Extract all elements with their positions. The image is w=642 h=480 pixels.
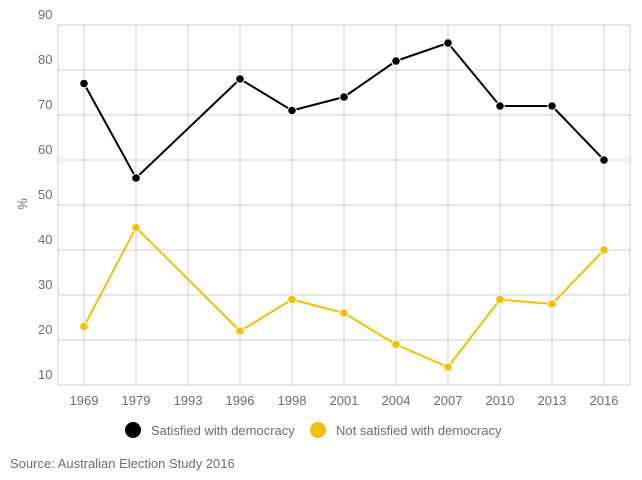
data-point — [443, 362, 453, 372]
y-tick-label: 20 — [38, 322, 52, 337]
x-tick-label: 2013 — [538, 393, 567, 408]
data-point — [287, 294, 297, 305]
x-axis-ticks: 1969 1979 1993 1996 1998 2001 2004 2007 2010 2013… — [70, 393, 619, 408]
x-tick-label: 2001 — [330, 393, 359, 408]
y-tick-label: 60 — [38, 142, 52, 157]
data-point — [495, 294, 505, 305]
data-point — [235, 326, 245, 336]
data-point — [235, 74, 245, 84]
y-tick-label: 80 — [38, 52, 52, 67]
legend: Satisfied with democracy Not satisfied wi… — [125, 422, 502, 438]
horizontal-grid — [58, 24, 630, 386]
y-tick-label: 30 — [38, 277, 52, 292]
data-point — [547, 299, 557, 309]
data-point — [131, 222, 141, 233]
data-point — [391, 339, 401, 350]
source-note: Source: Australian Election Study 2016 — [10, 456, 235, 471]
y-tick-label: 10 — [38, 367, 52, 382]
x-tick-label: 1998 — [278, 393, 307, 408]
series-line-2 — [83, 226, 605, 368]
x-tick-label: 1969 — [70, 393, 99, 408]
series-line-1 — [83, 42, 605, 179]
x-tick-label: 1996 — [226, 393, 255, 408]
data-point — [79, 321, 89, 332]
y-tick-label: 50 — [38, 187, 52, 202]
data-point — [79, 78, 89, 89]
x-tick-label: 2016 — [590, 393, 619, 408]
y-tick-label: 70 — [38, 97, 52, 112]
x-tick-label: 2007 — [434, 393, 463, 408]
line-chart: 10 20 30 40 50 60 70 80 90 1969 1979 1993 1996 1998 2… — [15, 7, 631, 438]
x-tick-label: 2004 — [382, 393, 411, 408]
x-tick-label: 1979 — [122, 393, 151, 408]
y-tick-label: 90 — [38, 7, 52, 22]
y-axis-ticks: 10 20 30 40 50 60 70 80 90 — [38, 7, 52, 382]
data-point — [443, 38, 453, 48]
series-group — [79, 38, 609, 372]
data-point — [131, 173, 141, 183]
y-axis-title: % — [15, 198, 30, 210]
x-tick-label: 1993 — [174, 393, 203, 408]
x-tick-label: 2010 — [486, 393, 515, 408]
data-point — [287, 105, 297, 116]
data-point — [339, 92, 349, 102]
legend-marker — [310, 422, 326, 438]
legend-marker — [125, 422, 141, 438]
data-point — [599, 245, 609, 255]
data-point — [547, 101, 557, 111]
data-point — [391, 56, 401, 66]
y-tick-label: 40 — [38, 232, 52, 247]
legend-label: Not satisfied with democracy — [336, 423, 502, 438]
data-point — [339, 308, 349, 318]
legend-label: Satisfied with democracy — [151, 423, 295, 438]
data-point — [599, 155, 609, 165]
data-point — [495, 101, 505, 111]
